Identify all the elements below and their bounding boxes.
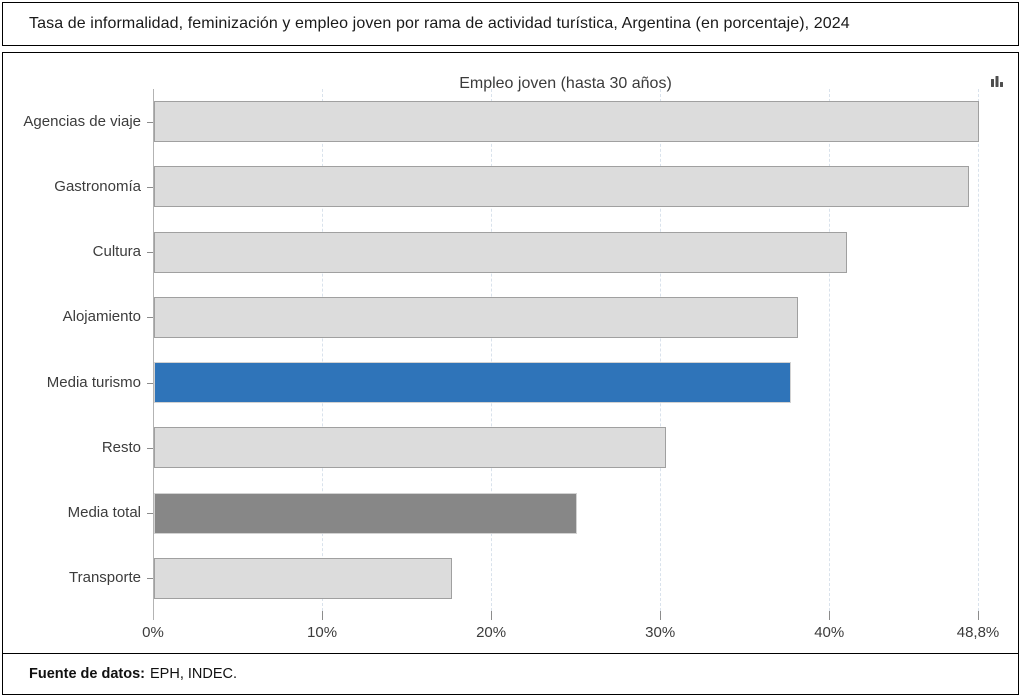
category-label: Transporte [69, 569, 141, 587]
y-axis-tick [147, 252, 153, 254]
x-tick-label: 40% [814, 624, 845, 641]
chart-footer: Fuente de datos: EPH, INDEC. [3, 653, 1018, 694]
x-tick-label: 30% [645, 624, 676, 641]
bar-alojamiento [154, 296, 799, 338]
gridline [660, 89, 662, 611]
chart-panel: Empleo joven (hasta 30 años) 0% 10% 20% 30%… [2, 52, 1019, 695]
category-label: Cultura [92, 243, 141, 261]
x-axis-tick [322, 611, 324, 620]
x-axis-tick [978, 611, 979, 620]
y-axis-tick [147, 186, 153, 188]
gridline [491, 89, 493, 611]
y-axis-tick [147, 317, 153, 319]
chart-menu-button[interactable] [986, 71, 1008, 93]
x-axis-tick [491, 611, 493, 620]
x-axis-tick [660, 611, 662, 620]
category-label: Media total [67, 504, 141, 522]
source-text: EPH, INDEC. [150, 666, 238, 682]
bar-transporte [154, 557, 452, 599]
chart-title: Empleo joven (hasta 30 años) [459, 75, 672, 92]
x-tick-label: 20% [476, 624, 507, 641]
category-label: Resto [101, 438, 141, 456]
y-axis-tick [147, 447, 153, 449]
category-label: Gastronomía [54, 177, 141, 195]
bar-media-total [154, 492, 577, 534]
category-label: Agencias de viaje [23, 112, 141, 130]
bar-agencias-de-viaje [154, 101, 979, 142]
x-axis-tick [829, 611, 831, 620]
y-axis-tick [147, 513, 153, 515]
gridline [829, 89, 831, 611]
gridline [978, 89, 979, 611]
page-title: Tasa de informalidad, feminización y emp… [29, 15, 850, 32]
category-label: Alojamiento [62, 308, 141, 326]
source-label: Fuente de datos: [29, 666, 146, 682]
y-axis-tick [147, 121, 153, 123]
bar-cultura [154, 231, 848, 273]
y-axis-tick [147, 382, 153, 384]
x-tick-label: 0% [142, 624, 164, 641]
category-label: Media turismo [46, 373, 141, 391]
bar-media-turismo [154, 362, 792, 403]
bar-resto [154, 427, 667, 469]
x-tick-label: 48,8% [956, 624, 1000, 641]
bar-gastronomía [154, 166, 969, 208]
gridline [322, 89, 324, 611]
column-chart-icon [989, 74, 1005, 90]
y-axis-line [153, 89, 154, 620]
x-tick-label: 10% [307, 624, 338, 641]
y-axis-tick [147, 578, 153, 580]
chart-header: Tasa de informalidad, feminización y emp… [2, 2, 1019, 46]
